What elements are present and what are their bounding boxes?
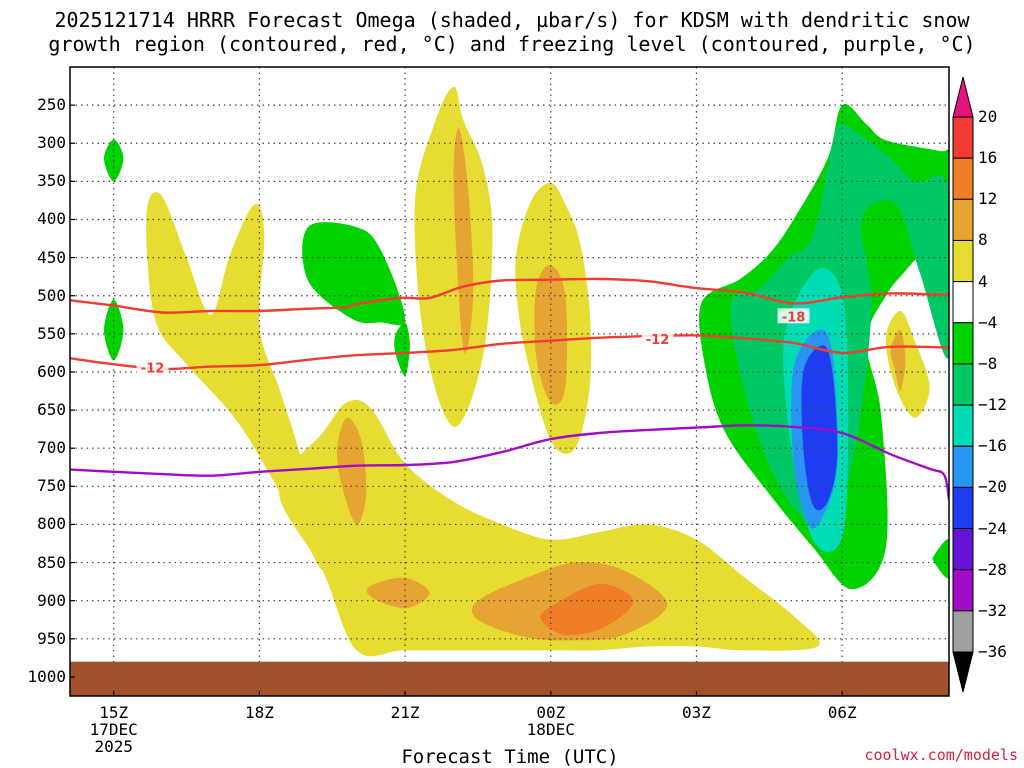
ground-surface xyxy=(70,661,949,696)
dendritic-contour-minus18 xyxy=(70,277,949,314)
colorbar-bin-1 xyxy=(952,116,974,159)
colorbar-top-arrow xyxy=(952,76,974,118)
omega-region-sinking-orange-east xyxy=(890,329,906,392)
colorbar-label-8: −16 xyxy=(978,436,1007,456)
pressure-label-950: 950 xyxy=(37,628,66,648)
freezing-level-contour xyxy=(70,424,949,500)
time-label-03Z: 03Z xyxy=(682,703,711,722)
colorbar-label-9: −20 xyxy=(978,477,1007,497)
pressure-label-850: 850 xyxy=(37,552,66,572)
time-label-21Z: 21Z xyxy=(390,703,420,722)
pressure-label-300: 300 xyxy=(37,133,66,153)
omega-region-sinking-yellow-column-22Z xyxy=(414,86,493,428)
chart-title-line-1: 2025121714 HRRR Forecast Omega (shaded, … xyxy=(54,8,970,32)
colorbar-bin-10 xyxy=(952,486,974,530)
omega-region-sinking-orange-lower-mid xyxy=(366,577,430,609)
contour-label-1: -12 xyxy=(646,333,670,348)
x-axis-title: Forecast Time (UTC) xyxy=(401,746,619,768)
colorbar-bottom-arrow xyxy=(952,651,974,693)
dendritic-contour-minus12 xyxy=(70,334,949,371)
contour-label-bg-1 xyxy=(641,331,674,347)
colorbar-bin-2 xyxy=(952,157,974,200)
omega-region-upward-green-550mb xyxy=(104,299,124,361)
pressure-label-1000: 1000 xyxy=(27,666,66,686)
colorbar-label-3: 8 xyxy=(978,230,988,250)
colorbar-bin-9 xyxy=(952,445,974,488)
pressure-label-400: 400 xyxy=(37,209,66,229)
colorbar-label-12: −32 xyxy=(978,600,1007,620)
chart-title-line-2: growth region (contoured, red, °C) and f… xyxy=(48,32,976,56)
pressure-label-750: 750 xyxy=(37,476,66,496)
colorbar-label-0: 20 xyxy=(978,107,998,126)
contour-label-bg-0 xyxy=(136,359,169,375)
colorbar-bin-4 xyxy=(952,239,974,283)
pressure-label-500: 500 xyxy=(37,285,66,305)
time-label-06Z: 06Z xyxy=(827,703,857,722)
pressure-label-800: 800 xyxy=(37,514,66,534)
colorbar-bin-3 xyxy=(952,198,974,241)
colorbar-bin-11 xyxy=(952,528,974,571)
pressure-label-450: 450 xyxy=(37,247,66,267)
colorbar-bin-8 xyxy=(952,404,974,447)
colorbar-label-1: 16 xyxy=(978,148,998,168)
colorbar-label-10: −24 xyxy=(978,518,1007,538)
pressure-label-600: 600 xyxy=(37,361,66,381)
colorbar-bin-6 xyxy=(952,322,974,365)
omega-region-sinking-yellow-left xyxy=(146,192,324,571)
contour-label-0: -12 xyxy=(141,361,165,376)
omega-region-sinking-orange-lower-left xyxy=(336,417,367,525)
colorbar-bin-12 xyxy=(952,569,974,612)
colorbar-label-7: −12 xyxy=(978,395,1007,415)
pressure-label-700: 700 xyxy=(37,438,66,458)
time-label-18Z: 18Z xyxy=(244,703,274,722)
plot-frame xyxy=(69,66,950,697)
colorbar-bin-13 xyxy=(952,610,974,653)
colorbar-label-2: 12 xyxy=(978,189,998,209)
contour-label-bg-2 xyxy=(777,308,810,324)
plot-area: -12 -12 -18 xyxy=(70,67,949,696)
pressure-label-650: 650 xyxy=(37,400,66,420)
colorbar-label-6: −8 xyxy=(978,353,998,373)
pressure-label-900: 900 xyxy=(37,590,66,610)
pressure-label-350: 350 xyxy=(37,171,66,191)
colorbar-bin-7 xyxy=(952,363,974,406)
colorbar-label-5: −4 xyxy=(978,312,998,332)
omega-region-upward-green-east-low xyxy=(932,539,949,579)
colorbar-label-4: 4 xyxy=(978,271,988,291)
colorbar-label-13: −36 xyxy=(978,642,1007,661)
credit-link[interactable]: coolwx.com/models xyxy=(864,746,1018,764)
pressure-label-550: 550 xyxy=(37,323,66,343)
colorbar-bin-5 xyxy=(952,281,974,324)
omega-region-sinking-orange-column-00Z xyxy=(534,265,568,405)
omega-region-sinking-redorange-lower-core xyxy=(540,583,634,636)
omega-region-upward-green-300mb xyxy=(104,139,124,182)
omega-region-upward-green-580mb xyxy=(394,322,410,376)
omega-region-sinking-orange-column-22Z xyxy=(453,128,474,354)
colorbar xyxy=(952,76,974,693)
colorbar-label-11: −28 xyxy=(978,559,1007,579)
time-label-15Z: 15Z 17DEC 2025 xyxy=(89,703,138,756)
time-label-00Z: 00Z 18DEC xyxy=(526,703,575,739)
pressure-label-250: 250 xyxy=(37,95,66,115)
contour-label-2: -18 xyxy=(782,310,806,325)
